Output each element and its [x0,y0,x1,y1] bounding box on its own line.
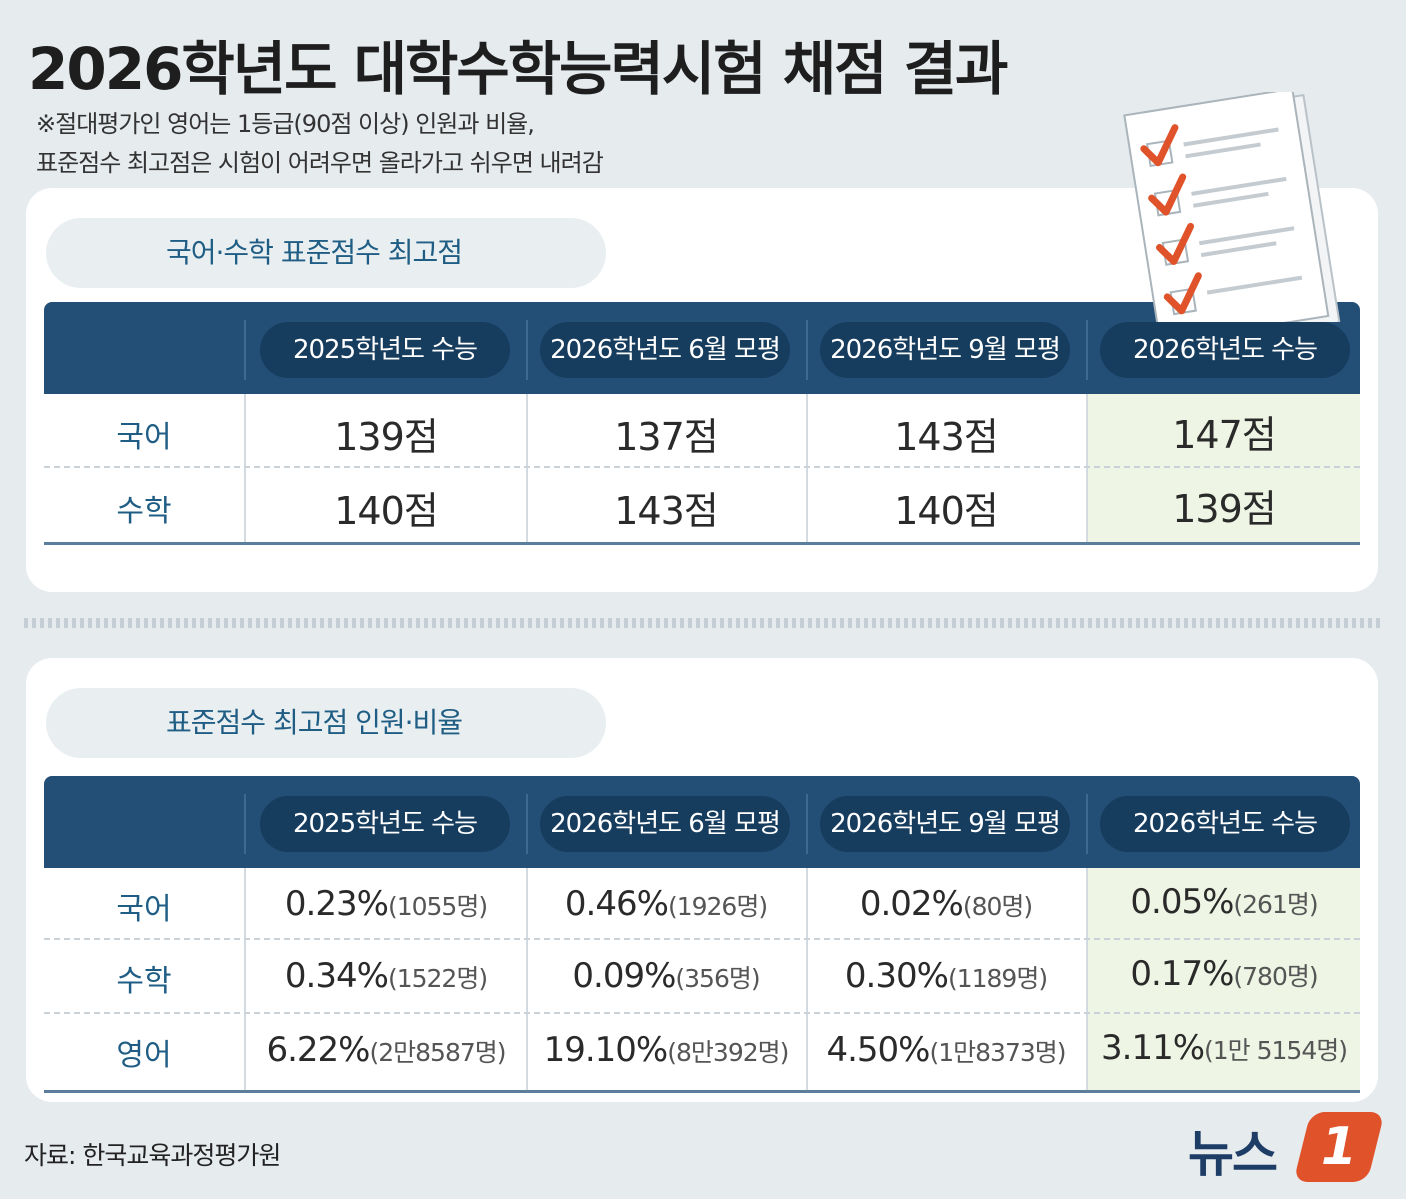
column-header: 2025학년도 수능 [260,796,510,852]
column-line [244,394,246,542]
header-divider [1086,794,1088,854]
table-cell: 0.34%(1522명) [246,952,526,996]
count-value: (356명) [675,964,760,993]
column-line [526,394,528,542]
column-header: 2026학년도 6월 모평 [540,796,790,852]
header-divider [526,320,528,380]
row-divider [44,938,1360,940]
header-divider [1086,320,1088,380]
count-value: (2만8587명) [369,1038,506,1067]
count-value: (80명) [962,892,1033,921]
table-cell: 3.11%(1만 5154명) [1084,1024,1364,1068]
table-cell: 139점 [334,415,439,459]
row-label: 국어 [116,892,172,927]
table-cell: 0.05%(261명) [1084,878,1364,922]
section-title-max-score: 국어·수학 표준점수 최고점 [46,218,606,288]
header-divider [806,320,808,380]
column-line [806,394,808,542]
ratio-value: 0.23% [284,884,389,924]
ratio-value: 3.11% [1101,1028,1205,1068]
table-cell: 140점 [334,489,439,533]
checklist-icon [1123,92,1341,322]
column-line [1086,868,1088,1090]
header-divider [526,794,528,854]
ratio-value: 0.09% [572,956,676,996]
table-cell: 0.46%(1926명) [526,880,806,924]
row-label: 국어 [116,420,172,455]
count-value: (1만 5154명) [1204,1036,1348,1065]
table-cell: 0.30%(1189명) [806,952,1086,996]
table-cell: 147점 [1172,413,1277,457]
logo-text: 뉴스 [1188,1125,1278,1183]
table-cell: 0.17%(780명) [1084,950,1364,994]
count-value: (1189명) [947,964,1048,993]
table-cell: 139점 [1172,487,1277,531]
table-cell: 0.02%(80명) [806,880,1086,924]
column-header: 2026학년도 수능 [1100,322,1350,378]
count-value: (1만8373명) [929,1038,1066,1067]
header-divider [244,320,246,380]
table-body: 국어 0.23%(1055명) 0.46%(1926명) 0.02%(80명) … [44,868,1360,1093]
table-header: 2025학년도 수능 2026학년도 6월 모평 2026학년도 9월 모평 2… [44,776,1360,868]
max-score-ratio-card: 표준점수 최고점 인원·비율 2025학년도 수능 2026학년도 6월 모평 … [26,658,1378,1102]
header-divider [806,794,808,854]
section-title-ratio: 표준점수 최고점 인원·비율 [46,688,606,758]
ratio-value: 19.10% [543,1030,669,1070]
logo-badge-number: 1 [1320,1117,1358,1177]
table-cell: 143점 [894,415,999,459]
column-header: 2026학년도 수능 [1100,796,1350,852]
column-line [1086,394,1088,542]
row-label: 영어 [116,1038,172,1073]
count-value: (8만392명) [667,1038,789,1067]
note-line-1: ※절대평가인 영어는 1등급(90점 이상) 인원과 비율, [36,110,535,138]
table-body: 국어 139점 137점 143점 147점 수학 140점 143점 140점… [44,394,1360,545]
section-divider [24,618,1380,628]
table-cell: 140점 [894,489,999,533]
row-divider [44,466,1360,468]
ratio-value: 4.50% [826,1030,930,1070]
logo-badge: 1 [1293,1112,1385,1182]
count-value: (1055명) [387,892,488,921]
column-line [526,868,528,1090]
table-cell: 143점 [614,489,719,533]
ratio-value: 0.05% [1130,882,1234,922]
count-value: (780명) [1233,962,1318,991]
ratio-value: 0.46% [564,884,669,924]
table-cell: 0.09%(356명) [526,952,806,996]
column-header: 2026학년도 9월 모평 [820,322,1070,378]
note-line-2: 표준점수 최고점은 시험이 어려우면 올라가고 쉬우면 내려감 [36,149,604,177]
ratio-value: 0.34% [284,956,389,996]
ratio-value: 0.17% [1130,954,1234,994]
table-cell: 0.23%(1055명) [246,880,526,924]
table-cell: 19.10%(8만392명) [526,1026,806,1070]
count-value: (261명) [1233,890,1318,919]
column-header: 2026학년도 9월 모평 [820,796,1070,852]
count-value: (1522명) [387,964,488,993]
column-line [806,868,808,1090]
table-cell: 137점 [614,415,719,459]
row-label: 수학 [116,964,172,999]
ratio-value: 6.22% [266,1030,370,1070]
row-label: 수학 [116,494,172,529]
source-credit: 자료: 한국교육과정평가원 [24,1141,281,1170]
ratio-value: 0.30% [844,956,949,996]
column-header: 2026학년도 6월 모평 [540,322,790,378]
ratio-value: 0.02% [859,884,964,924]
page-title: 2026학년도 대학수학능력시험 채점 결과 [28,35,1008,103]
count-value: (1926명) [667,892,768,921]
highlight-column [1088,868,1360,1090]
column-line [244,868,246,1090]
highlight-column [1088,394,1360,542]
table-header: 2025학년도 수능 2026학년도 6월 모평 2026학년도 9월 모평 2… [44,302,1360,394]
row-divider [44,1012,1360,1014]
table-cell: 4.50%(1만8373명) [806,1026,1086,1070]
table-cell: 6.22%(2만8587명) [246,1026,526,1070]
header-divider [244,794,246,854]
column-header: 2025학년도 수능 [260,322,510,378]
